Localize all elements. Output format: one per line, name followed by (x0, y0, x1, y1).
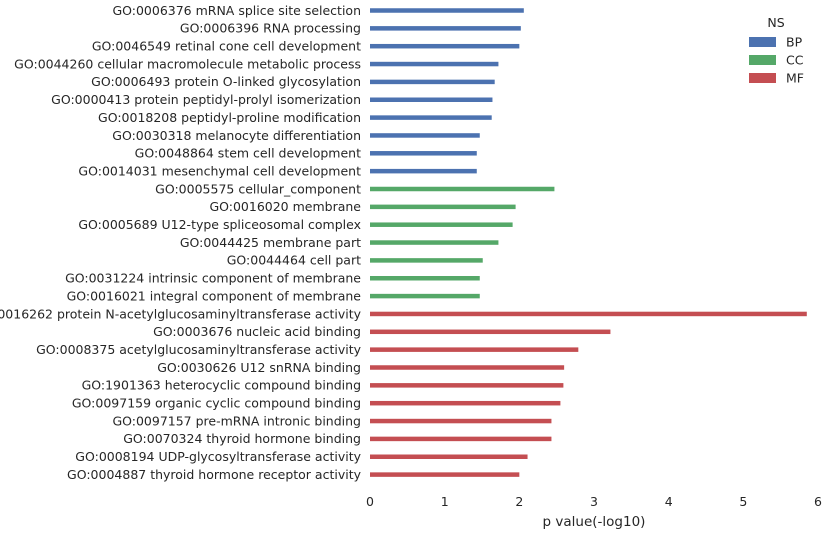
category-label: GO:0006376 mRNA splice site selection (112, 3, 361, 18)
legend-label-bp: BP (786, 35, 803, 50)
bar-cc (370, 258, 483, 263)
x-axis: 0 1 2 3 4 5 6 (366, 494, 822, 509)
bar-mf (370, 400, 561, 406)
category-label: GO:0044464 cell part (227, 253, 361, 268)
x-tick-label: 0 (366, 494, 374, 509)
category-label: GO:0000413 protein peptidyl-prolyl isome… (51, 92, 361, 107)
legend-label-mf: MF (786, 71, 804, 86)
bar-bp (370, 97, 493, 102)
category-label: GO:0005575 cellular_component (155, 181, 361, 196)
category-label: GO:0016262 protein N-acetylglucosaminylt… (0, 306, 362, 321)
bar-bp (370, 8, 524, 13)
category-label: GO:0003676 nucleic acid binding (153, 324, 361, 339)
category-label: GO:0030626 U12 snRNA binding (157, 360, 361, 375)
x-tick-label: 4 (665, 494, 673, 509)
bar-cc (370, 240, 499, 245)
category-label: GO:0008375 acetylglucosaminyltransferase… (36, 342, 361, 357)
category-label: GO:0016021 integral component of membran… (67, 288, 362, 303)
bar-cc (370, 186, 555, 192)
category-labels-layer: GO:0006376 mRNA splice site selection GO:… (0, 3, 362, 482)
bar-mf (370, 472, 520, 477)
category-label: GO:0097159 organic cyclic compound bindi… (72, 396, 361, 411)
legend-swatch-mf (749, 73, 776, 83)
legend-title: NS (767, 15, 784, 30)
bar-mf (370, 311, 807, 317)
category-label: GO:0046549 retinal cone cell development (92, 39, 361, 54)
legend-label-cc: CC (786, 53, 804, 68)
bar-bp (370, 168, 477, 174)
category-label: GO:0030318 melanocyte differentiation (112, 128, 361, 143)
x-tick-label: 3 (590, 494, 598, 509)
category-label: GO:0070324 thyroid hormone binding (123, 431, 361, 446)
category-label: GO:0005689 U12-type spliceosomal complex (78, 217, 361, 232)
bar-cc (370, 293, 480, 299)
category-label: GO:0044260 cellular macromolecule metabo… (14, 56, 361, 71)
bar-mf (370, 454, 528, 459)
category-label: GO:0044425 membrane part (180, 235, 361, 250)
bar-mf (370, 365, 565, 370)
bars-layer (370, 8, 807, 477)
category-label: GO:0004887 thyroid hormone receptor acti… (67, 467, 362, 482)
category-label: GO:1901363 heterocyclic compound binding (82, 378, 361, 393)
x-tick-label: 5 (739, 494, 747, 509)
bar-cc (370, 222, 513, 227)
bar-bp (370, 61, 499, 67)
bar-mf (370, 436, 552, 442)
bar-mf (370, 347, 579, 352)
category-label: GO:0006396 RNA processing (180, 21, 361, 36)
category-label: GO:0097157 pre-mRNA intronic binding (112, 413, 361, 428)
category-label: GO:0031224 intrinsic component of membra… (65, 271, 361, 286)
bar-bp (370, 133, 480, 138)
category-label: GO:0014031 mesenchymal cell development (78, 163, 361, 178)
legend-swatch-cc (749, 55, 776, 65)
x-axis-label: p value(-log10) (543, 514, 646, 530)
category-label: GO:0048864 stem cell development (135, 146, 361, 161)
bar-cc (370, 276, 480, 281)
x-tick-label: 6 (814, 494, 822, 509)
x-tick-label: 1 (441, 494, 449, 509)
bar-bp (370, 151, 477, 156)
category-label: GO:0016020 membrane (209, 199, 361, 214)
x-tick-label: 2 (515, 494, 523, 509)
category-label: GO:0018208 peptidyl-proline modification (98, 110, 361, 125)
bar-cc (370, 204, 516, 210)
bar-mf (370, 418, 552, 424)
bar-mf (370, 383, 564, 388)
bar-bp (370, 43, 520, 49)
bar-mf (370, 329, 611, 335)
bar-bp (370, 26, 521, 31)
category-label: GO:0008194 UDP-glycosyltransferase activ… (75, 449, 361, 464)
category-label: GO:0006493 protein O-linked glycosylatio… (91, 74, 361, 89)
bar-bp (370, 79, 495, 85)
legend-swatch-bp (749, 37, 776, 47)
bar-bp (370, 115, 492, 120)
